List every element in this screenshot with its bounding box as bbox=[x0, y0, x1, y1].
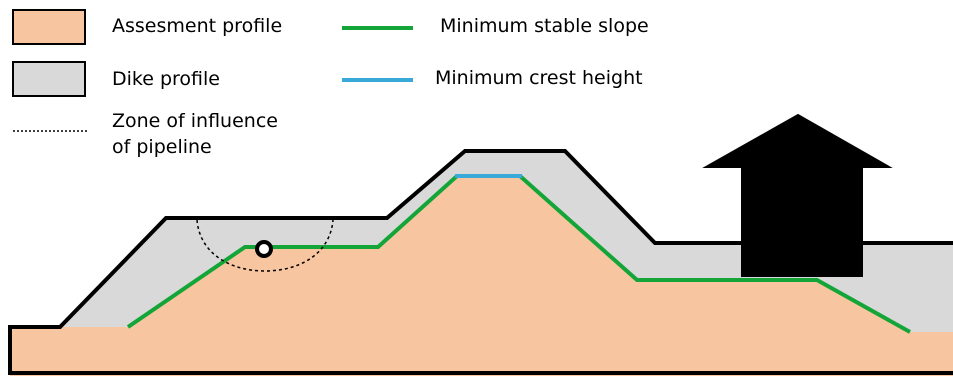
house-icon bbox=[702, 113, 893, 277]
dike-profile-label: Dike profile bbox=[112, 68, 220, 90]
minimum-crest-height-label: Minimum crest height bbox=[435, 67, 643, 89]
pipeline-icon bbox=[255, 240, 273, 258]
zone-of-influence-label-line2: of pipeline bbox=[112, 136, 212, 158]
minimum-stable-slope-label: Minimum stable slope bbox=[440, 15, 649, 37]
legend: Assesment profile Dike profile Zone of i… bbox=[12, 9, 649, 158]
dike-outline bbox=[8, 149, 953, 375]
zone-of-influence-label-line1: Zone of influence bbox=[112, 110, 278, 132]
assessment-profile-swatch bbox=[12, 9, 86, 45]
dike-profile-swatch bbox=[12, 61, 86, 97]
assessment-profile-label: Assesment profile bbox=[112, 15, 282, 37]
assessment-profile bbox=[10, 176, 953, 376]
